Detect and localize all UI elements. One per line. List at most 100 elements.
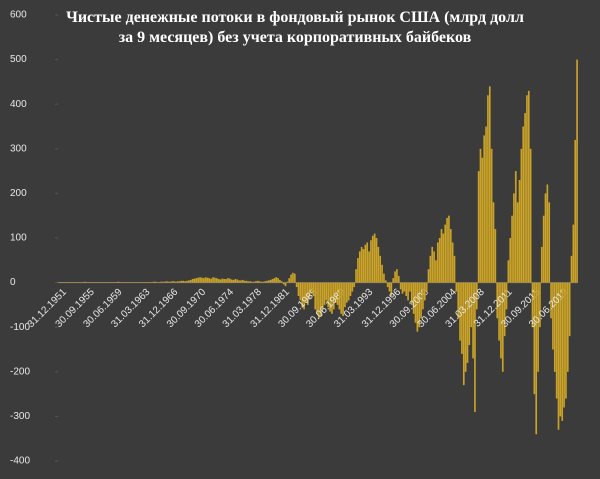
bar — [267, 280, 270, 283]
bar — [143, 282, 146, 283]
bar — [539, 282, 541, 328]
chart-title: Чистые денежные потоки в фондовый рынок … — [66, 9, 524, 46]
bar — [488, 86, 491, 283]
bar — [186, 280, 188, 283]
bar — [197, 277, 200, 283]
bar — [206, 277, 209, 283]
bar — [76, 282, 79, 283]
bar — [264, 281, 266, 283]
bar — [507, 260, 510, 283]
bar — [124, 282, 127, 283]
bar — [275, 277, 278, 283]
bar — [438, 238, 441, 283]
bar — [516, 202, 519, 283]
bar — [251, 281, 253, 283]
bar — [219, 279, 222, 283]
bar — [568, 282, 571, 337]
bar — [110, 282, 112, 283]
bar — [481, 157, 484, 283]
bar — [136, 282, 138, 283]
bar — [345, 282, 348, 303]
bar — [514, 171, 517, 283]
bar — [451, 242, 454, 283]
bar — [475, 282, 478, 310]
bar — [247, 281, 250, 283]
bar — [370, 240, 372, 283]
bar — [334, 282, 337, 303]
bar — [446, 217, 448, 283]
bar — [323, 282, 326, 305]
bar — [570, 255, 573, 283]
bar — [63, 282, 66, 283]
bar — [386, 282, 389, 288]
bar — [449, 229, 452, 283]
bar — [210, 278, 213, 283]
bar — [104, 282, 107, 283]
bar — [121, 282, 123, 283]
bar — [260, 281, 263, 283]
bar — [524, 113, 526, 283]
bar — [288, 278, 291, 283]
bar — [550, 282, 552, 319]
bar — [113, 282, 116, 283]
bar — [418, 282, 421, 328]
bar — [258, 281, 261, 283]
bar — [405, 282, 408, 296]
bar — [271, 279, 274, 283]
bar — [511, 215, 513, 283]
bar — [422, 282, 424, 310]
bar — [266, 280, 268, 283]
bar — [163, 281, 166, 283]
y-tick-label: -200 — [10, 366, 30, 377]
y-tick-label: 300 — [10, 143, 27, 154]
bar — [215, 278, 218, 283]
bar — [228, 278, 231, 283]
bar — [182, 280, 185, 283]
bar — [316, 282, 318, 314]
bar — [388, 282, 391, 292]
bar — [167, 281, 170, 283]
bar — [171, 281, 174, 283]
y-tick-label: -400 — [10, 456, 30, 467]
bar — [529, 148, 532, 283]
bar — [396, 269, 398, 283]
bar — [477, 171, 480, 283]
bar — [533, 282, 536, 395]
bar — [308, 282, 311, 299]
bar — [503, 282, 506, 337]
bar — [67, 282, 70, 283]
bar — [442, 233, 445, 283]
bar — [468, 282, 471, 346]
bar — [522, 126, 525, 283]
bar — [123, 282, 125, 283]
bar — [59, 282, 62, 283]
bar — [472, 282, 474, 359]
bar — [286, 281, 289, 283]
bar — [108, 282, 110, 283]
bar — [65, 282, 68, 283]
bar — [227, 278, 229, 283]
bar — [349, 282, 352, 296]
bar — [433, 251, 435, 283]
bar — [69, 282, 71, 283]
bar — [137, 282, 140, 283]
bar — [195, 278, 198, 283]
bar — [158, 282, 161, 283]
y-tick-label: 200 — [10, 188, 27, 199]
bar — [490, 148, 493, 283]
bar — [193, 278, 196, 283]
bar — [329, 282, 331, 312]
bar — [563, 282, 565, 408]
bar — [509, 238, 512, 283]
bar — [362, 249, 365, 283]
bar — [360, 246, 363, 283]
bar — [383, 273, 385, 283]
bar — [409, 282, 411, 292]
bar — [344, 282, 346, 308]
bar — [474, 282, 476, 412]
bar — [401, 282, 404, 294]
bar — [245, 280, 248, 283]
bar — [368, 251, 370, 283]
bar — [130, 282, 133, 283]
bar — [253, 281, 255, 283]
